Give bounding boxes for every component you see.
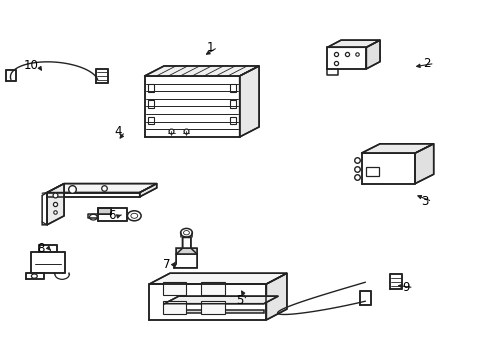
Bar bbox=[163, 301, 186, 315]
Polygon shape bbox=[414, 144, 433, 184]
Polygon shape bbox=[25, 273, 43, 279]
Polygon shape bbox=[144, 66, 259, 76]
Text: 6: 6 bbox=[107, 210, 115, 222]
Polygon shape bbox=[5, 69, 16, 81]
Text: 4: 4 bbox=[114, 125, 121, 138]
Text: 9: 9 bbox=[402, 281, 409, 294]
Polygon shape bbox=[98, 208, 111, 214]
Bar bbox=[148, 84, 154, 92]
Polygon shape bbox=[149, 284, 266, 320]
Text: 7: 7 bbox=[163, 258, 170, 271]
Polygon shape bbox=[140, 184, 157, 197]
Bar bbox=[201, 282, 224, 296]
Polygon shape bbox=[266, 273, 286, 320]
Polygon shape bbox=[47, 184, 157, 193]
Polygon shape bbox=[47, 193, 140, 197]
Bar bbox=[229, 84, 235, 92]
Bar bbox=[229, 100, 235, 108]
Polygon shape bbox=[42, 193, 47, 225]
Polygon shape bbox=[173, 237, 197, 268]
Polygon shape bbox=[361, 153, 414, 184]
Polygon shape bbox=[361, 144, 433, 153]
Polygon shape bbox=[164, 296, 278, 304]
Text: 5: 5 bbox=[235, 294, 243, 307]
Circle shape bbox=[131, 213, 138, 218]
Polygon shape bbox=[149, 273, 286, 284]
Circle shape bbox=[183, 230, 189, 235]
Circle shape bbox=[180, 228, 192, 237]
Circle shape bbox=[31, 274, 37, 278]
Polygon shape bbox=[98, 208, 127, 221]
Text: 8: 8 bbox=[38, 242, 45, 255]
Polygon shape bbox=[327, 47, 366, 69]
Bar bbox=[366, 167, 378, 176]
Circle shape bbox=[89, 214, 97, 220]
Polygon shape bbox=[39, 244, 57, 252]
Polygon shape bbox=[359, 291, 370, 305]
Polygon shape bbox=[239, 66, 259, 137]
Polygon shape bbox=[327, 40, 379, 47]
Bar bbox=[201, 301, 224, 315]
Circle shape bbox=[127, 211, 141, 221]
Polygon shape bbox=[144, 76, 239, 137]
Bar bbox=[148, 100, 154, 108]
Text: 10: 10 bbox=[23, 59, 38, 72]
Polygon shape bbox=[47, 184, 64, 225]
Text: 1: 1 bbox=[206, 41, 214, 54]
Polygon shape bbox=[176, 248, 197, 254]
Bar bbox=[163, 282, 186, 296]
Polygon shape bbox=[366, 40, 379, 69]
Polygon shape bbox=[389, 274, 402, 289]
Bar bbox=[229, 117, 235, 125]
Bar bbox=[148, 117, 154, 125]
Polygon shape bbox=[96, 69, 108, 83]
Polygon shape bbox=[164, 310, 263, 314]
Polygon shape bbox=[31, 252, 64, 273]
Text: 3: 3 bbox=[420, 195, 427, 208]
Text: 2: 2 bbox=[423, 57, 430, 70]
